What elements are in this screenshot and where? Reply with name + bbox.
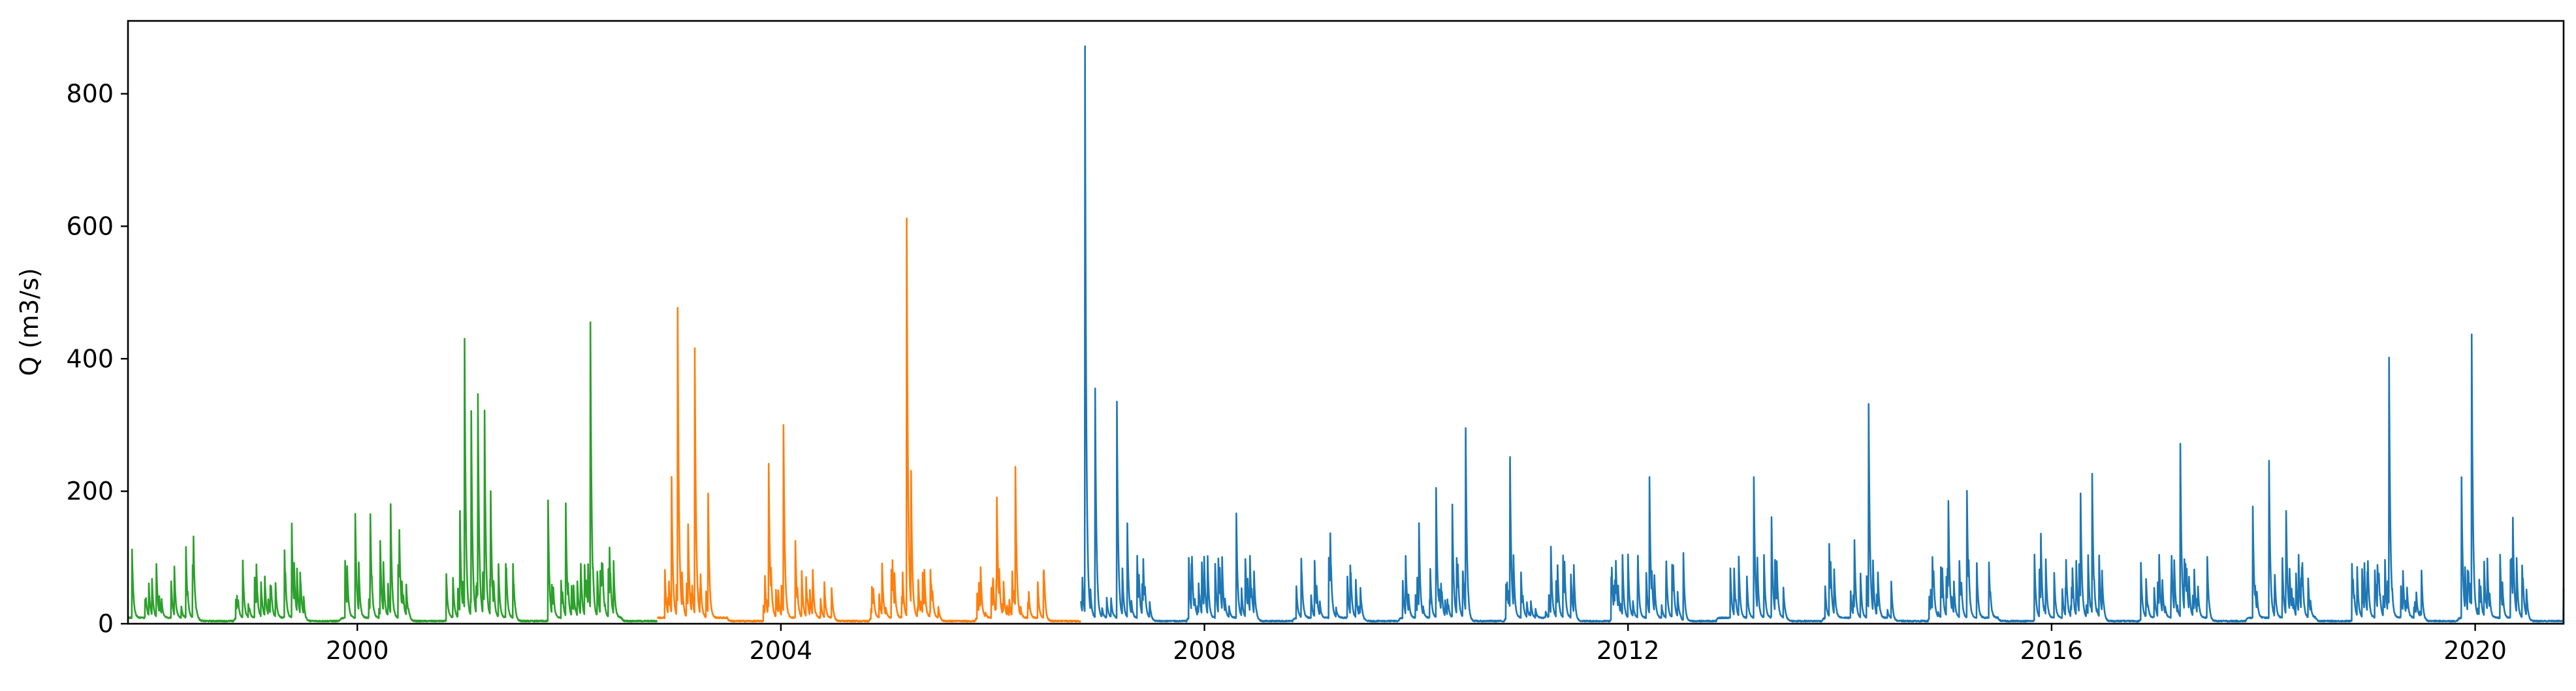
series-line-2 <box>656 217 1081 623</box>
x-tick-label: 2020 <box>2443 636 2507 665</box>
y-tick-label: 800 <box>66 80 114 108</box>
y-tick-label: 400 <box>66 344 114 373</box>
series-line-3 <box>1080 45 2565 623</box>
y-tick-label: 200 <box>66 477 114 506</box>
y-axis-ticks: 0 200 400 600 800 <box>66 80 128 638</box>
y-axis-label: Q (m3/s) <box>15 268 44 376</box>
x-tick-label: 2004 <box>750 636 813 665</box>
x-tick-label: 2012 <box>1597 636 1660 665</box>
series-line-1 <box>127 321 658 623</box>
plot-frame <box>127 20 2565 625</box>
y-tick-label: 600 <box>66 212 114 240</box>
x-tick-label: 2016 <box>2020 636 2084 665</box>
x-axis-ticks: 2000 2004 2008 2012 2016 2020 <box>326 624 2507 665</box>
x-tick-label: 2000 <box>326 636 389 665</box>
series-layer <box>127 45 2565 623</box>
x-tick-label: 2008 <box>1173 636 1236 665</box>
y-tick-label: 0 <box>98 609 114 638</box>
